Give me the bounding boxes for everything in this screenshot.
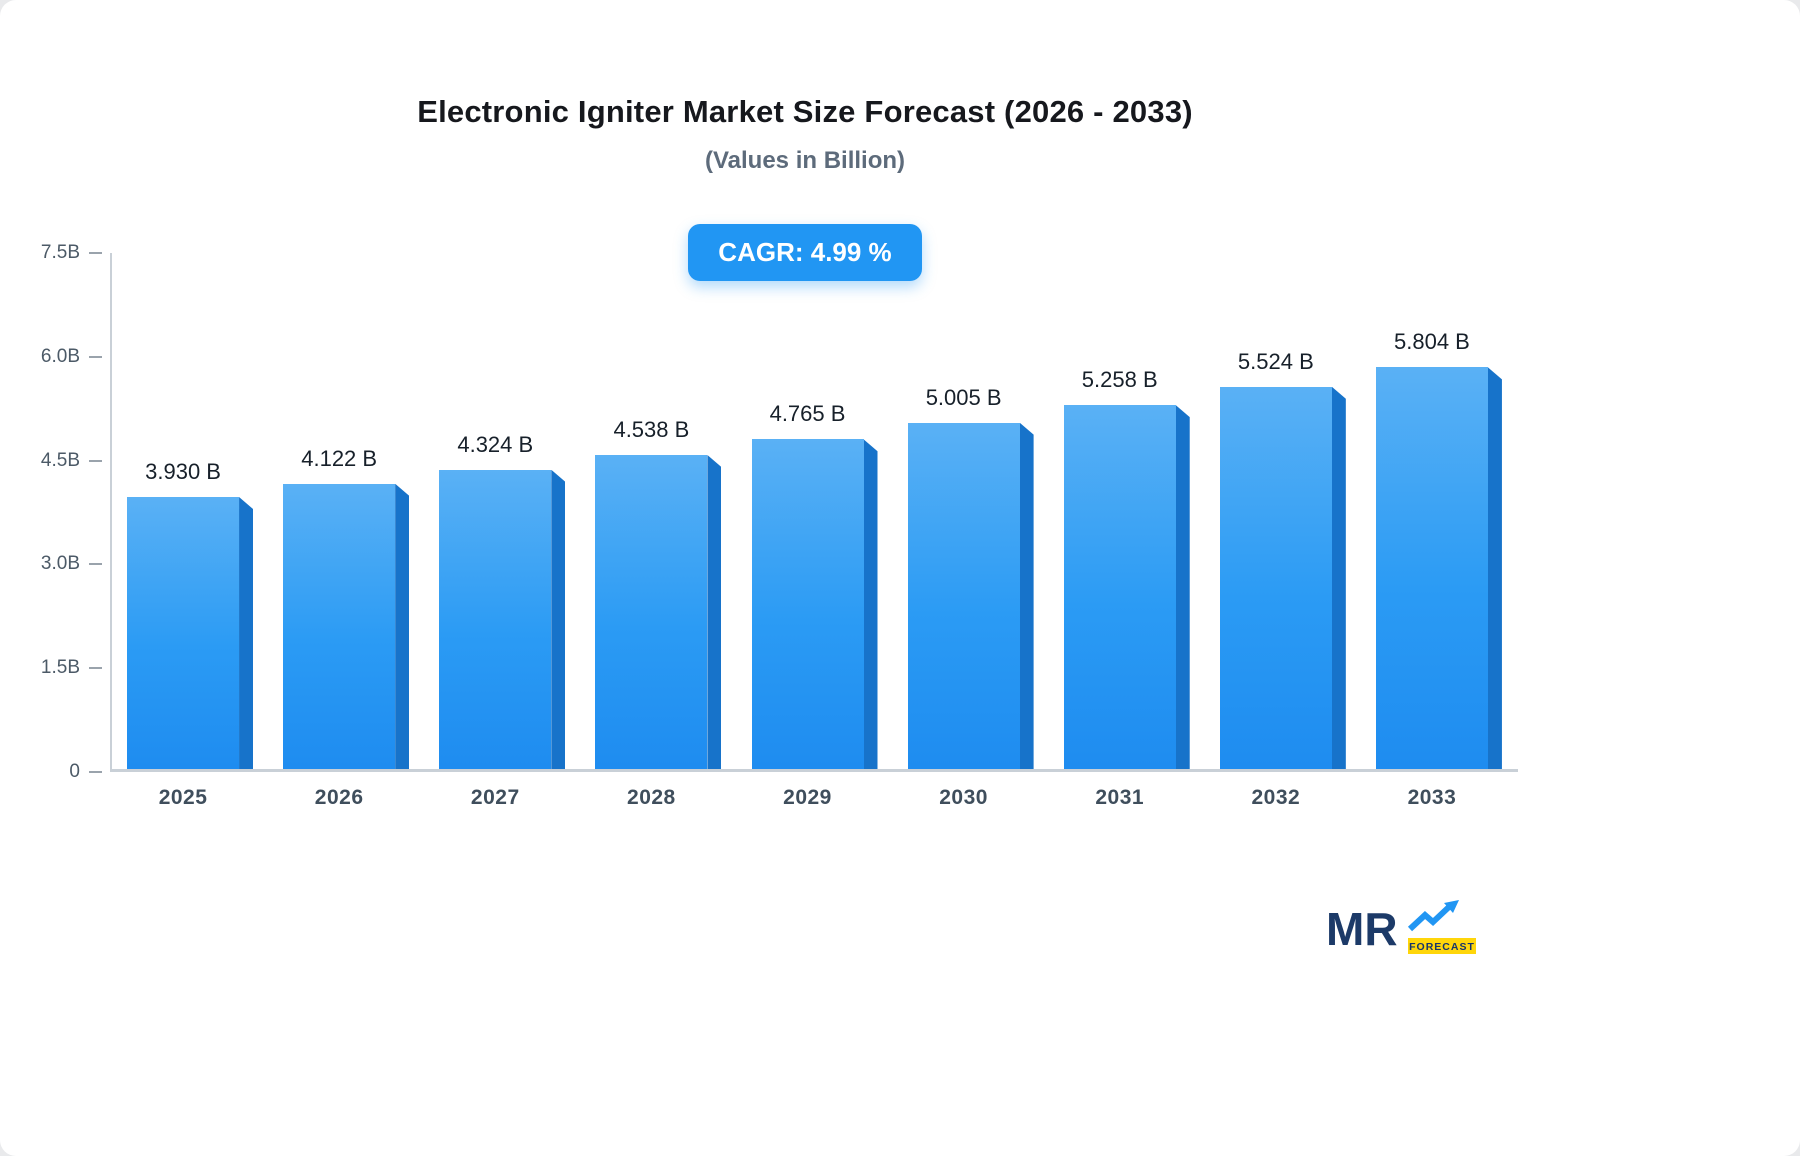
y-tick-mark <box>89 667 102 670</box>
bar-front-face <box>751 439 864 769</box>
x-axis-label-2029: 2029 <box>783 786 832 809</box>
bar-front-face <box>1219 386 1332 769</box>
bar-2028 <box>595 454 722 769</box>
bar-side-face <box>551 469 566 769</box>
cagr-badge-row: CAGR: 4.99 % <box>0 224 1610 281</box>
bar-front-face <box>283 483 396 769</box>
bar-2032 <box>1219 386 1346 769</box>
bar-side-face <box>863 439 878 769</box>
bar-side-face <box>1331 386 1346 769</box>
x-axis-label-2027: 2027 <box>470 786 520 809</box>
chart-subtitle: (Values in Billion) <box>704 147 906 174</box>
bar-value-label: 4.765 B <box>769 401 846 427</box>
bar-value-label: 5.804 B <box>1394 329 1470 355</box>
x-axis-label-2030: 2030 <box>939 786 988 809</box>
bar-value-label: 4.122 B <box>301 445 378 471</box>
bar-value-label: 5.005 B <box>925 384 1002 410</box>
bar-front-face <box>1375 367 1488 769</box>
bar-2030 <box>907 422 1034 769</box>
y-tick-label: 3.0B <box>40 553 80 575</box>
y-tick-label: 7.5B <box>40 242 80 263</box>
bar-side-face <box>1019 422 1034 769</box>
bar-2033 <box>1375 367 1502 769</box>
y-tick-3.0B: 3.0B <box>41 553 102 575</box>
x-axis-label-2031: 2031 <box>1095 786 1145 809</box>
y-tick-label: 0 <box>69 761 80 782</box>
bar-value-label: 5.524 B <box>1237 348 1314 374</box>
logo-arrowhead-icon <box>1444 900 1459 913</box>
y-tick-6.0B: 6.0B <box>41 346 102 368</box>
plot-area: 3.930 B 2025 4.122 B 2026 4.324 B 2027 4.538 B… <box>110 253 1518 809</box>
bar-side-face <box>395 483 410 769</box>
y-tick-label: 4.5B <box>40 449 80 471</box>
bar-side-face <box>239 497 254 769</box>
x-axis-label-2033: 2033 <box>1407 786 1457 809</box>
bar-front-face <box>595 454 708 769</box>
bar-value-label: 4.324 B <box>457 431 534 457</box>
x-axis-label-2025: 2025 <box>158 786 208 809</box>
y-tick-mark <box>89 355 102 358</box>
bar-side-face <box>1175 405 1190 769</box>
y-tick-mark <box>89 771 102 773</box>
bar-side-face <box>707 454 722 769</box>
bar-front-face <box>127 497 240 769</box>
cagr-badge: CAGR: 4.99 % <box>688 224 922 281</box>
y-tick-0: 0 <box>69 761 102 783</box>
bar-2031 <box>1063 405 1190 769</box>
y-tick-mark <box>89 563 102 566</box>
chart-title: Electronic Igniter Market Size Forecast … <box>417 94 1193 129</box>
x-axis-label-2026: 2026 <box>314 786 364 809</box>
bar-value-label: 5.258 B <box>1081 367 1158 393</box>
brand-logo: MR FORECAST <box>1326 898 1482 969</box>
x-axis-label-2028: 2028 <box>627 786 676 809</box>
bar-side-face <box>1487 367 1502 769</box>
y-axis: 0 1.5B 3.0B 4.5B 6.0B 7.5B <box>0 242 102 782</box>
logo-trend-arrow-icon <box>1407 903 1453 932</box>
y-tick-label: 1.5B <box>40 657 80 679</box>
y-tick-mark <box>89 252 102 254</box>
brand-logo-graphic: MR FORECAST <box>1326 900 1476 955</box>
y-tick-1.5B: 1.5B <box>41 657 102 679</box>
bar-value-label: 4.538 B <box>613 416 690 442</box>
bar-2027 <box>439 469 566 769</box>
x-axis-label-2032: 2032 <box>1251 786 1301 809</box>
bar-2025 <box>127 497 254 769</box>
logo-banner <box>1408 938 1476 954</box>
y-tick-7.5B: 7.5B <box>41 242 102 264</box>
logo-text: MR <box>1326 903 1398 955</box>
y-tick-4.5B: 4.5B <box>41 450 102 472</box>
y-tick-label: 6.0B <box>40 345 80 367</box>
bar-value-label: 3.930 B <box>145 459 221 485</box>
bar-front-face <box>1063 405 1176 769</box>
logo-subtext: FORECAST <box>1409 941 1475 953</box>
y-tick-mark <box>89 459 102 462</box>
bar-front-face <box>439 469 552 769</box>
bar-front-face <box>907 422 1020 769</box>
bar-2026 <box>283 483 410 769</box>
bar-2029 <box>751 439 878 769</box>
